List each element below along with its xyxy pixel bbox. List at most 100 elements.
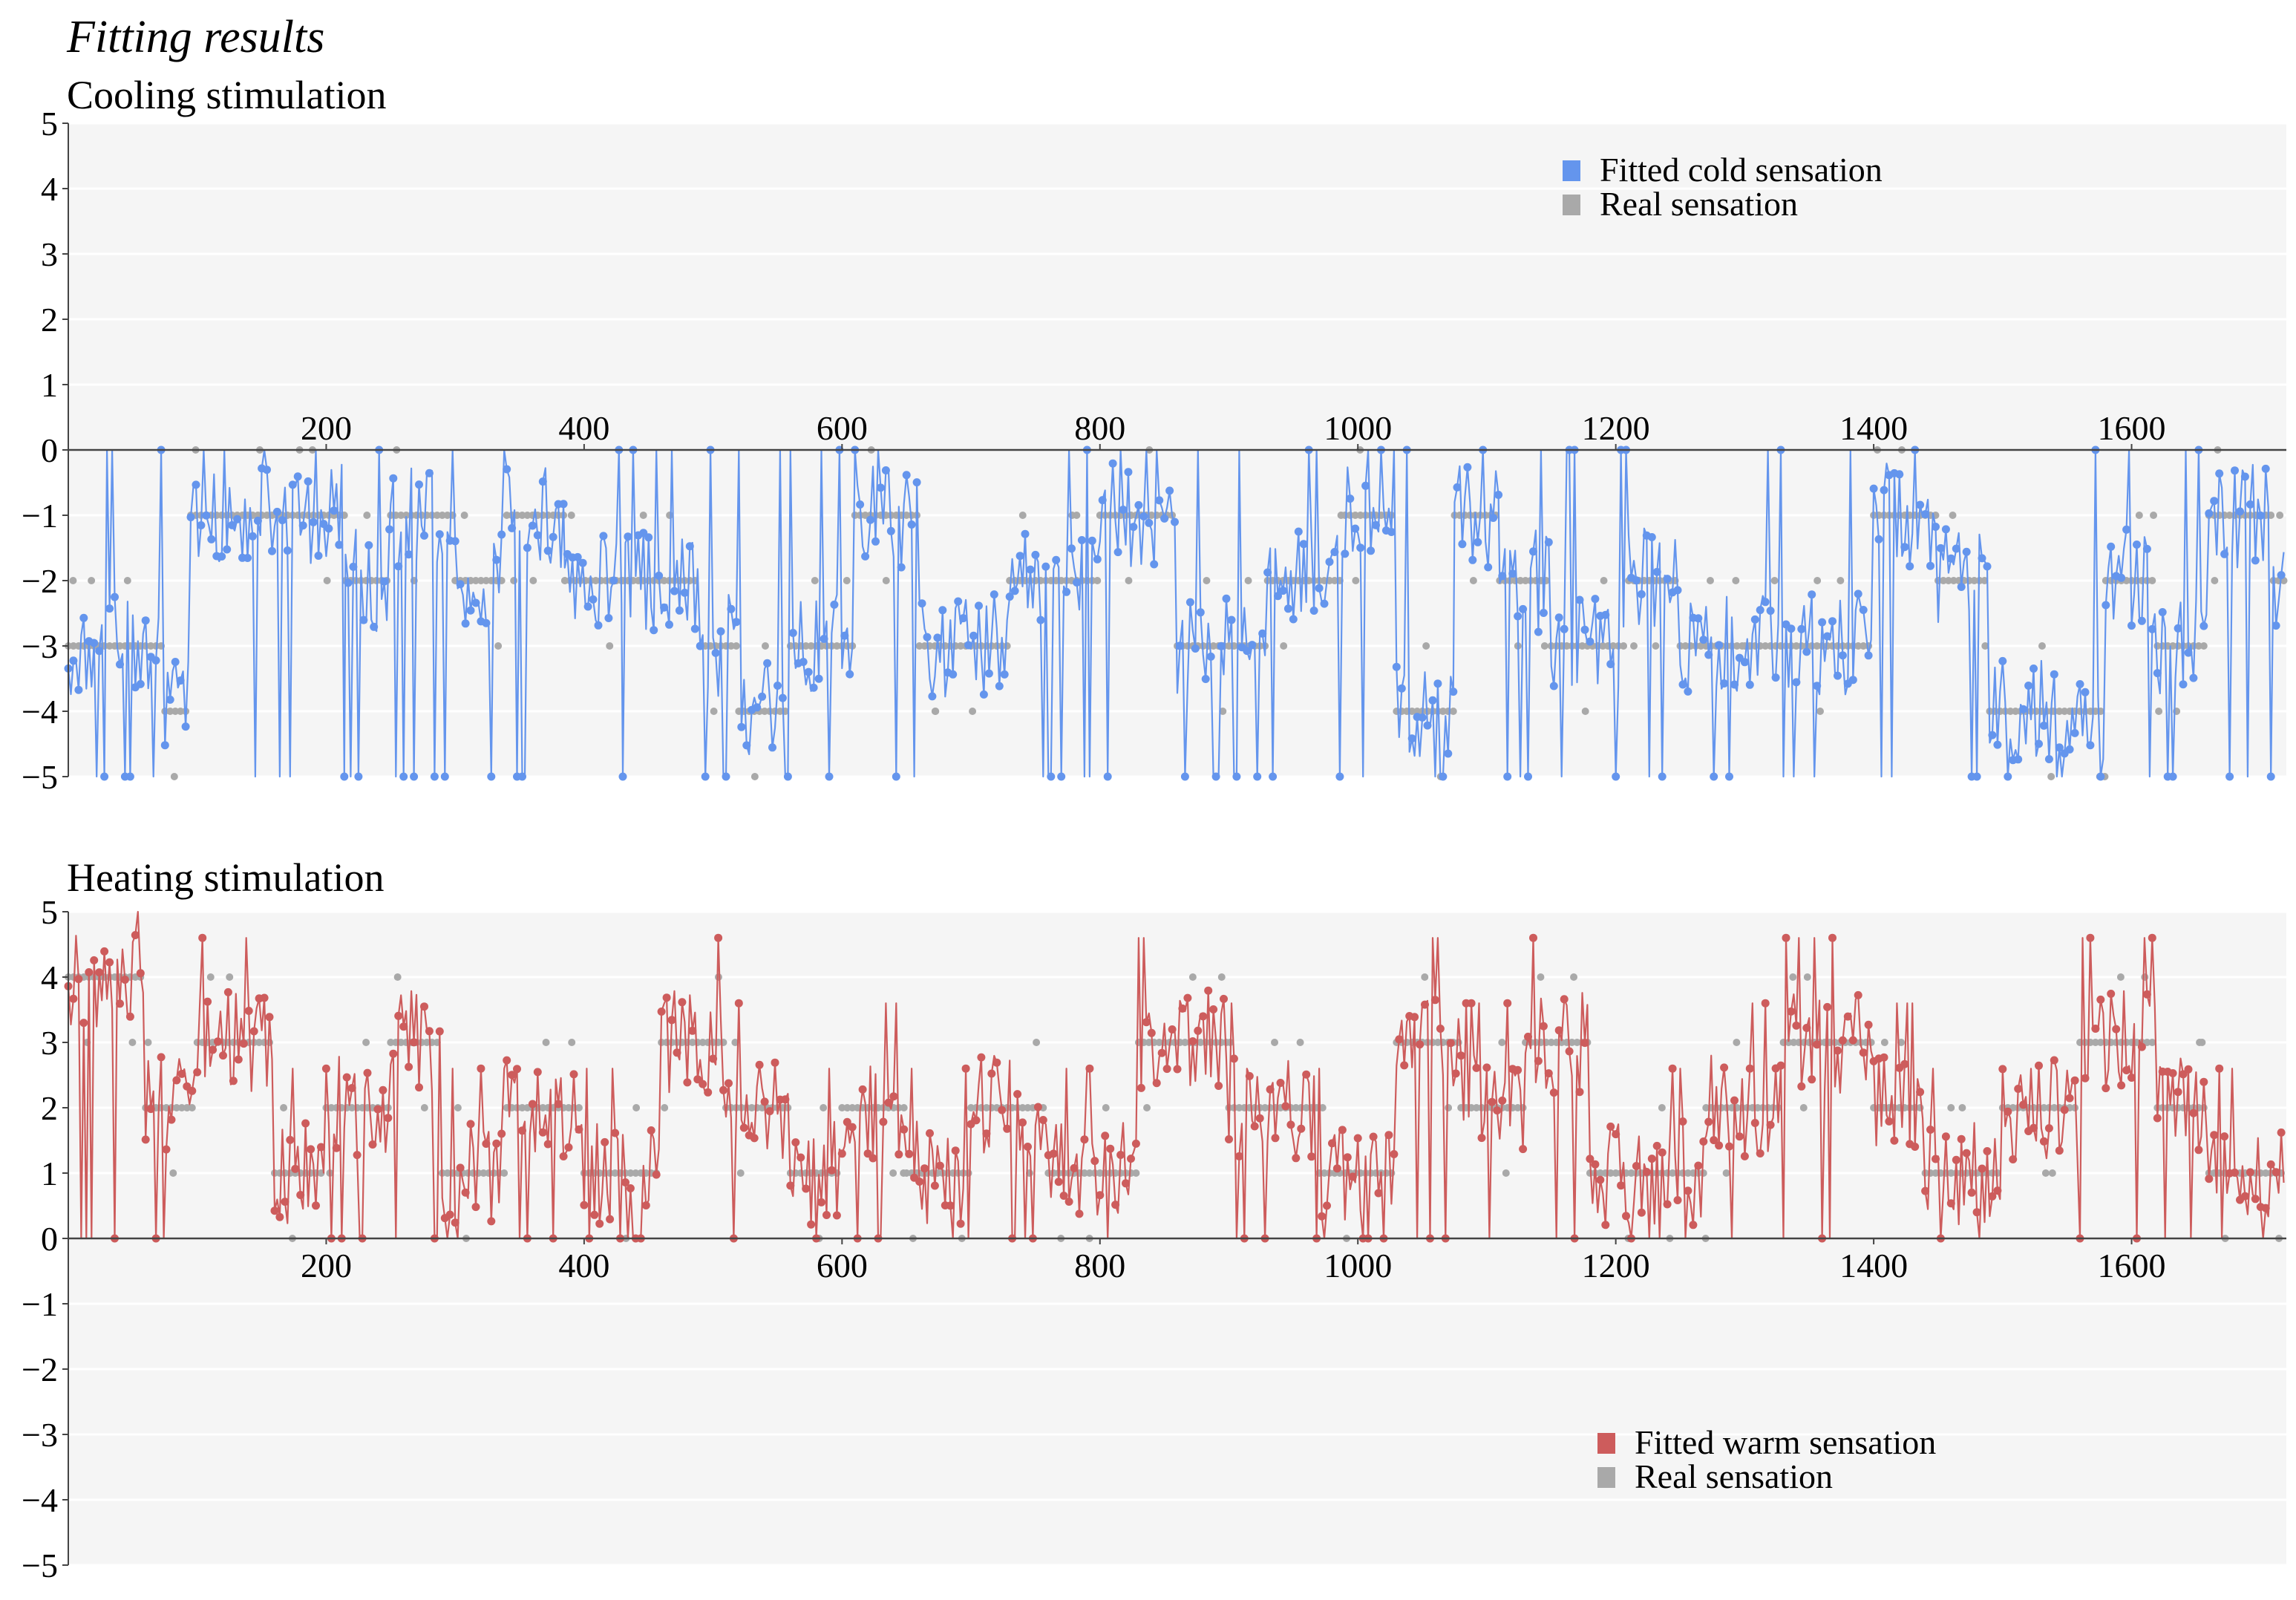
fitted-sensation-point <box>1503 772 1512 781</box>
real-sensation-point <box>1949 512 1957 519</box>
fitted-sensation-point <box>332 1143 341 1152</box>
fitted-sensation-point <box>2272 1168 2280 1177</box>
fitted-sensation-point <box>2148 933 2156 942</box>
fitted-sensation-point <box>2199 1077 2208 1086</box>
fitted-sensation-point <box>219 1051 227 1060</box>
real-sensation-point <box>2050 1104 2058 1111</box>
real-sensation-point <box>226 973 234 981</box>
real-sensation-point <box>1522 577 1530 584</box>
fitted-sensation-point <box>1307 1152 1316 1161</box>
fitted-sensation-point <box>2081 688 2090 696</box>
fitted-sensation-point <box>2122 1066 2131 1074</box>
fitted-sensation-point <box>2091 1025 2100 1033</box>
fitted-sensation-point <box>1168 1025 1177 1034</box>
fitted-sensation-point <box>1808 1075 1816 1084</box>
fitted-sensation-point <box>972 1116 981 1125</box>
fitted-sensation-point <box>1201 675 1210 683</box>
fitted-sensation-point <box>1612 772 1620 781</box>
real-sensation-point <box>1018 1104 1027 1111</box>
fitted-sensation-point <box>881 466 890 474</box>
fitted-sensation-point <box>1642 1168 1651 1176</box>
fitted-sensation-point <box>239 1039 248 1048</box>
real-sensation-point <box>2048 1169 2056 1177</box>
fitted-sensation-point <box>2168 1069 2177 1077</box>
fitted-sensation-point <box>1194 1026 1203 1035</box>
fitted-sensation-point <box>673 1048 681 1057</box>
fitted-sensation-point <box>1936 543 1945 552</box>
real-sensation-point <box>731 1039 739 1046</box>
fitted-sensation-point <box>420 1002 428 1011</box>
real-sensation-point <box>1596 1169 1604 1177</box>
y-tick-label: 4 <box>41 170 58 208</box>
fitted-sensation-point <box>1005 592 1014 601</box>
heating-chart-title: Heating stimulation <box>67 855 384 900</box>
real-sensation-point <box>1003 642 1011 650</box>
fitted-sensation-point <box>2086 933 2095 942</box>
fitted-sensation-point <box>69 656 78 665</box>
fitted-sensation-point <box>2065 745 2074 754</box>
real-sensation-point <box>510 577 518 584</box>
fitted-sensation-point <box>2210 1131 2219 1140</box>
fitted-sensation-point <box>814 674 823 683</box>
fitted-sensation-point <box>1952 544 1960 553</box>
fitted-sensation-point <box>1797 1082 1806 1091</box>
fitted-sensation-point <box>1330 548 1339 556</box>
y-tick-label: 3 <box>41 1024 58 1062</box>
fitted-sensation-point <box>1234 1152 1243 1160</box>
fitted-sensation-point <box>1049 1149 1058 1158</box>
real-sensation-point <box>263 512 271 519</box>
fitted-sensation-point <box>1668 1064 1677 1073</box>
real-sensation-point <box>1318 1104 1327 1111</box>
fitted-sensation-point <box>157 1053 166 1062</box>
fitted-sensation-point <box>1900 543 1909 552</box>
real-sensation-point <box>144 1039 152 1046</box>
fitted-sensation-point <box>734 999 743 1008</box>
real-sensation-point <box>1439 708 1447 715</box>
fitted-sensation-point <box>1127 1155 1135 1163</box>
fitted-sensation-point <box>1941 525 1950 534</box>
fitted-sensation-point <box>1039 1116 1047 1124</box>
fitted-sensation-point <box>933 633 942 642</box>
fitted-sensation-point <box>1689 1221 1698 1230</box>
y-tick-label: 1 <box>41 366 58 404</box>
fitted-sensation-point <box>1725 772 1733 781</box>
fitted-sensation-point <box>288 480 297 489</box>
fitted-sensation-point <box>1848 1036 1857 1045</box>
fitted-sensation-point <box>1088 536 1096 545</box>
real-sensation-point <box>2041 1169 2050 1177</box>
cooling-legend[interactable]: Fitted cold sensation Real sensation <box>1563 151 1883 223</box>
heating-legend[interactable]: Fitted warm sensation Real sensation <box>1597 1423 1936 1495</box>
real-sensation-point <box>802 642 810 650</box>
fitted-sensation-point <box>293 472 302 481</box>
fitted-sensation-point <box>1637 590 1646 598</box>
fitted-sensation-point <box>1147 1028 1156 1037</box>
fitted-sensation-point <box>578 558 587 567</box>
fitted-sensation-point <box>324 524 333 533</box>
fitted-sensation-point <box>1119 506 1128 514</box>
real-sensation-point <box>843 1104 851 1111</box>
fitted-sensation-point <box>1266 1085 1275 1094</box>
fitted-sensation-point <box>1299 540 1308 549</box>
fitted-sensation-point <box>2205 1175 2214 1183</box>
real-sensation-point <box>397 512 405 519</box>
real-sensation-point <box>1096 1169 1104 1177</box>
fitted-sensation-point <box>1047 772 1056 781</box>
fitted-sensation-point <box>1271 1134 1280 1143</box>
y-tick-label: −2 <box>22 1351 58 1388</box>
y-tick-label: −4 <box>22 693 58 731</box>
fitted-sensation-point <box>915 1178 924 1186</box>
real-sensation-point <box>500 1169 508 1177</box>
fitted-sensation-point <box>1560 995 1569 1004</box>
fitted-sensation-point <box>90 639 99 647</box>
real-sensation-point <box>183 1104 191 1111</box>
real-sensation-point <box>1219 708 1227 715</box>
fitted-sensation-point <box>1243 647 1252 656</box>
real-sensation-point <box>1860 642 1868 650</box>
fitted-sensation-point <box>1458 540 1467 549</box>
real-sensation-point <box>660 577 668 584</box>
fitted-sensation-point <box>317 1143 325 1152</box>
fitted-sensation-point <box>732 618 741 627</box>
fitted-sensation-point <box>207 535 216 543</box>
fitted-sensation-point <box>1962 547 1971 556</box>
y-tick-label: 4 <box>41 959 58 996</box>
